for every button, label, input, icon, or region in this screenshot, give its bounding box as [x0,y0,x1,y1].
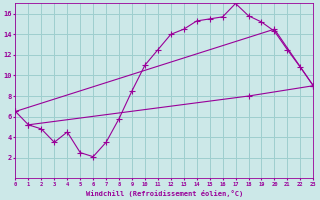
X-axis label: Windchill (Refroidissement éolien,°C): Windchill (Refroidissement éolien,°C) [86,190,243,197]
